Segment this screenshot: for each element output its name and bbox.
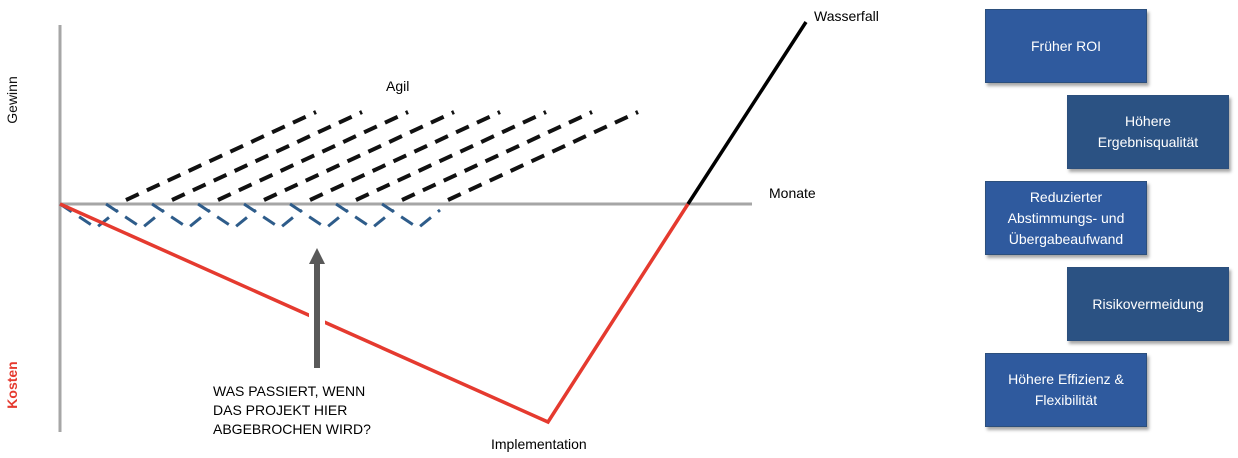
agile-cost-segment	[381, 202, 441, 230]
kosten-label: Kosten	[4, 361, 20, 408]
agile-gain-segment	[401, 110, 593, 202]
agile-gain-segment	[125, 110, 317, 202]
agil-label: Agil	[386, 78, 409, 94]
agile-gain-segment	[171, 110, 363, 202]
question-line-3: ABGEBROCHEN WIRD?	[213, 421, 371, 437]
benefit-label: Höhere Ergebnisqualität	[1097, 113, 1199, 150]
agile-gain-dashes	[125, 110, 639, 202]
benefit-box-risikovermeidung: Risikovermeidung	[1067, 267, 1229, 341]
monate-label: Monate	[769, 185, 816, 201]
agile-gain-segment	[263, 110, 455, 202]
waterfall-gain-line	[686, 21, 808, 205]
question-line-2: DAS PROJEKT HIER	[213, 402, 347, 418]
agile-gain-segment	[447, 110, 639, 202]
abort-arrow-head	[309, 248, 325, 264]
benefit-box-frueher-roi: Früher ROI	[985, 9, 1147, 83]
benefit-label: Risikovermeidung	[1092, 295, 1204, 312]
agile-cost-dashes	[59, 202, 441, 230]
benefit-label: Reduzierter Abstimmungs- und Übergabeauf…	[1007, 188, 1125, 247]
question-line-1: WAS PASSIERT, WENN	[213, 383, 365, 399]
benefit-label: Höhere Effizienz & Flexibilität	[1008, 371, 1124, 408]
agile-gain-segment	[355, 110, 547, 202]
implementation-label: Implementation	[491, 436, 587, 452]
agile-gain-segment	[217, 110, 409, 202]
benefit-label: Früher ROI	[1030, 37, 1101, 54]
gewinn-label: Gewinn	[4, 76, 20, 123]
wasserfall-label: Wasserfall	[814, 8, 879, 24]
agile-gain-segment	[309, 110, 501, 202]
benefit-box-effizienz: Höhere Effizienz & Flexibilität	[985, 353, 1147, 427]
benefit-box-abstimmungsaufwand: Reduzierter Abstimmungs- und Übergabeauf…	[985, 181, 1147, 255]
benefit-box-ergebnisqualitaet: Höhere Ergebnisqualität	[1067, 95, 1229, 169]
waterfall-cost-line	[59, 202, 690, 425]
